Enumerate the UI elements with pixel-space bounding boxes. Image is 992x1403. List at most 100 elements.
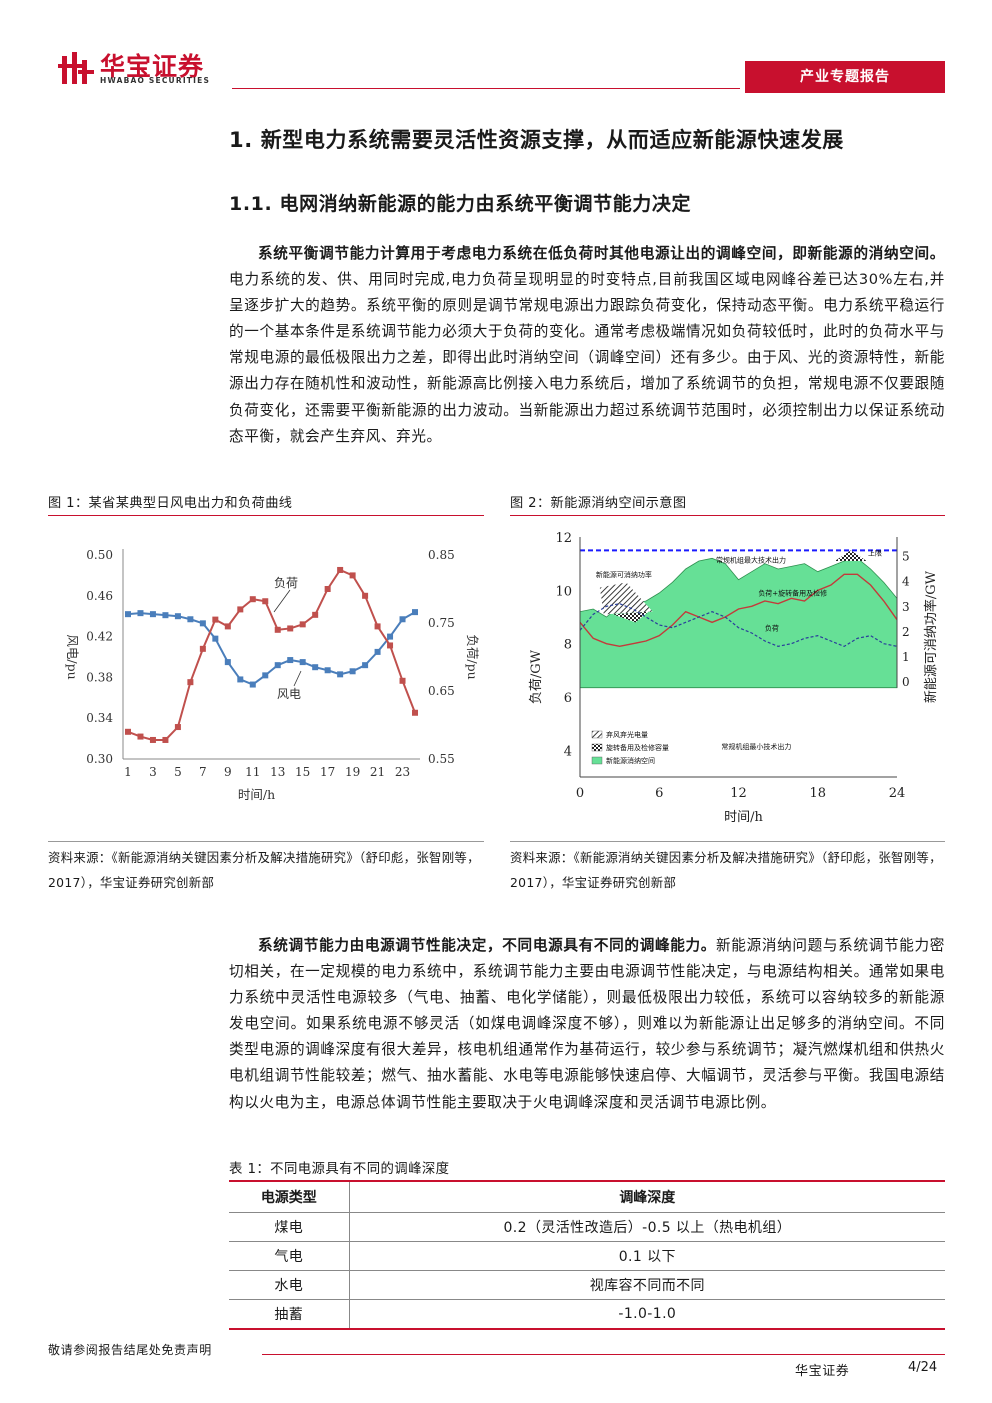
data-point [262,598,269,605]
figure-1-chart: 0.30 0.34 0.38 0.42 0.46 0.50 0.55 0.65 0.75 0.85… [65,548,480,802]
legend-swatch [591,743,603,752]
x-tick-label: 18 [809,786,826,801]
data-point [387,642,394,649]
data-point [162,612,169,619]
y-tick-label: 0.34 [86,711,113,725]
y2-axis-label: 负荷/pu [465,634,480,679]
paragraph-2: 系统调节能力由电源调节性能决定，不同电源具有不同的调峰能力。新能源消纳问题与系统… [229,933,945,1116]
x-tick-label: 1 [124,765,132,779]
y-tick-label: 10 [555,584,572,599]
data-point [237,676,244,683]
page-number: 4/24 [908,1360,938,1375]
data-point [324,667,331,674]
data-point [124,728,131,735]
table-cell: 气电 [229,1241,350,1271]
y-tick-label: 0.42 [86,630,113,644]
series-annotation: 负荷 [274,576,298,590]
paragraph-1: 系统平衡调节能力计算用于考虑电力系统在低负荷时其他电源让出的调峰空间，即新能源的… [229,241,945,450]
y-tick-label: 0.38 [86,670,113,684]
data-point [187,616,194,623]
data-point [187,679,194,686]
data-point [162,736,169,743]
reserve-region [834,550,867,561]
data-point [399,677,406,684]
chart-annotation: 负荷 [765,623,779,632]
data-point [337,566,344,573]
x-tick-label: 12 [730,786,747,801]
data-point [237,606,244,613]
y2-tick-label: 2 [902,625,910,639]
chart-annotation: 常规机组最大技术出力 [716,555,786,564]
data-point [287,625,294,632]
figure-2-title: 图 2：新能源消纳空间示意图 [510,496,687,511]
legend-label: 新能源消纳空间 [606,756,655,765]
y-axis-label: 负荷/GW [529,649,544,704]
legend-swatch [591,730,603,739]
series-line-0 [127,611,416,686]
table-cell: 视库容不同而不同 [349,1270,945,1300]
x-tick-label: 23 [395,765,410,779]
x-axis-label: 时间/h [238,787,275,802]
data-point [374,648,381,655]
table-row: 气电 0.1 以下 [229,1241,945,1271]
y2-tick-label: 0.85 [428,548,455,562]
table-cell: -1.0-1.0 [349,1299,945,1330]
data-point [137,733,144,740]
data-point [362,662,369,669]
y2-tick-label: 0.55 [428,752,455,766]
x-tick-label: 6 [655,786,663,801]
data-point [337,671,344,678]
y-tick-label: 4 [564,744,572,759]
header-divider [232,88,740,89]
x-tick-label: 3 [149,765,157,779]
table-row: 水电 视库容不同而不同 [229,1270,945,1300]
logo-icon [58,52,94,84]
data-point [249,681,256,688]
data-point [299,659,306,666]
data-point [224,659,231,666]
data-point [349,668,356,675]
data-point [274,626,281,633]
figure-1-source-rule [48,841,484,842]
y2-tick-label: 5 [902,550,910,564]
y-tick-label: 0.46 [86,589,113,603]
y-tick-label: 0.30 [86,752,113,766]
x-tick-label: 0 [576,786,584,801]
data-point [312,664,319,671]
section-heading: 1. 新型电力系统需要灵活性资源支撑，从而适应新能源快速发展 [229,128,844,152]
x-tick-label: 17 [320,765,335,779]
table-header-cell: 电源类型 [229,1180,350,1213]
x-tick-label: 19 [345,765,360,779]
data-point [349,572,356,579]
figure-2-rule [510,515,945,516]
data-point [412,709,419,716]
annotation-leader [273,589,291,613]
data-point [274,662,281,669]
data-point [137,610,144,617]
y-tick-label: 8 [564,638,572,653]
footer-divider [262,1354,945,1355]
series-line-1 [127,568,416,741]
data-point [249,596,256,603]
y2-tick-label: 0 [902,675,910,689]
data-point [199,620,206,627]
x-tick-label: 24 [889,786,906,801]
data-point [362,592,369,599]
data-point [412,609,419,616]
data-point [399,616,406,623]
y2-axis-label: 新能源可消纳功率/GW [923,570,939,703]
x-tick-label: 5 [174,765,182,779]
data-point [199,645,206,652]
data-point [212,616,219,623]
reserve-region [613,611,649,623]
data-point [149,611,156,618]
table-cell: 抽蓄 [229,1299,350,1330]
figure-1-rule [48,515,484,516]
paragraph-1-body: 电力系统的发、供、用同时完成,电力负荷呈现明显的时变特点,目前我国区域电网峰谷差… [229,271,945,445]
y-axis-label: 风电/pu [65,634,80,679]
legend-swatch [591,756,603,765]
paragraph-2-lead: 系统调节能力由电源调节性能决定，不同电源具有不同的调峰能力。 [258,937,717,954]
y-tick-label: 0.50 [86,548,113,562]
y2-tick-label: 3 [902,600,910,614]
